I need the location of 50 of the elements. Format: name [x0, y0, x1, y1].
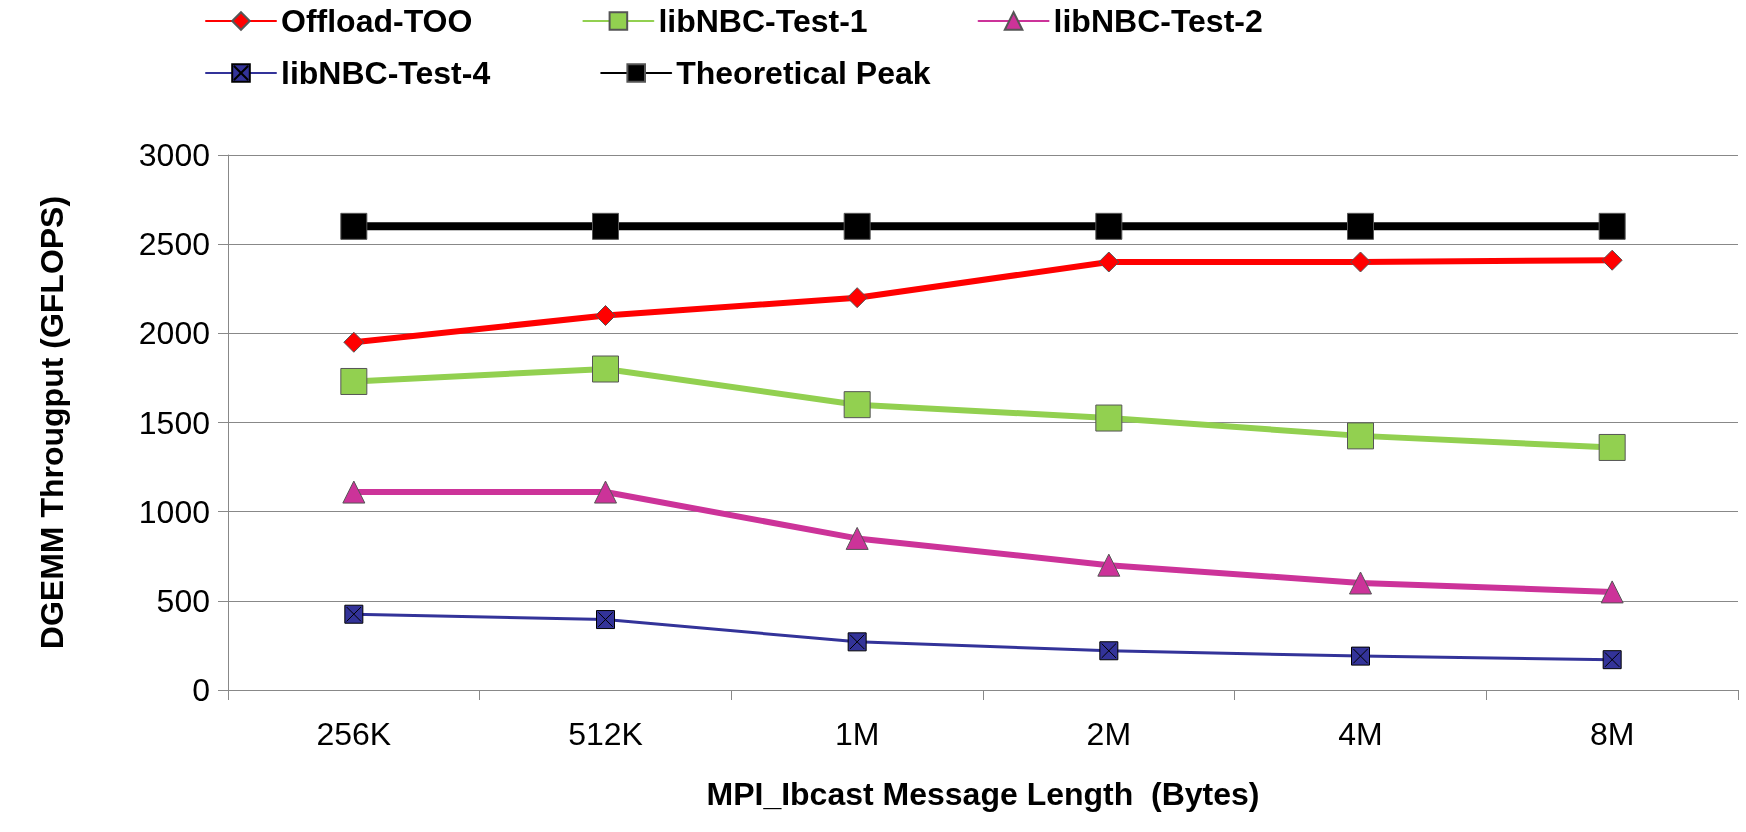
- legend-label: Offload-TOO: [281, 3, 473, 39]
- x-axis-title: MPI_Ibcast Message Length (Bytes): [706, 776, 1260, 812]
- y-tick-label: 0: [192, 672, 210, 708]
- x-tick-label: 8M: [1589, 716, 1635, 752]
- point: [343, 331, 365, 353]
- y-tick-label: 500: [156, 582, 210, 619]
- point: [1350, 251, 1371, 273]
- point: [843, 212, 871, 240]
- point: [1598, 212, 1626, 240]
- point: [342, 480, 366, 504]
- point: [1600, 580, 1624, 604]
- point: [1097, 553, 1121, 577]
- point: [1598, 433, 1626, 461]
- point: [847, 632, 867, 652]
- point: [845, 526, 869, 550]
- point: [595, 305, 616, 326]
- point: [1351, 646, 1370, 666]
- point: [1098, 251, 1120, 273]
- point: [1601, 249, 1623, 271]
- legend-label: libNBC-Test-4: [281, 55, 491, 91]
- legend-label: libNBC-Test-1: [658, 3, 868, 39]
- point: [1095, 404, 1123, 432]
- legend-label: Theoretical Peak: [676, 55, 931, 91]
- x-tick-label: 1M: [834, 716, 880, 752]
- point: [594, 480, 617, 504]
- y-tick-label: 2000: [138, 315, 210, 352]
- point: [340, 367, 368, 395]
- x-tick-label: 2M: [1086, 716, 1132, 752]
- point: [1347, 422, 1374, 450]
- x-tick-label: 512K: [568, 716, 643, 752]
- point: [344, 604, 364, 624]
- point: [843, 391, 871, 419]
- point: [592, 355, 619, 383]
- point: [1095, 212, 1123, 240]
- point: [846, 287, 868, 309]
- point: [340, 212, 368, 240]
- x-tick-label: 4M: [1338, 716, 1383, 752]
- y-tick-label: 3000: [138, 137, 210, 173]
- legend-label: libNBC-Test-2: [1053, 3, 1263, 39]
- point: [1602, 650, 1622, 670]
- y-tick-label: 1500: [138, 404, 210, 441]
- y-axis-title: DGEMM Througput (GFLOPS): [34, 195, 70, 650]
- x-tick-label: 256K: [316, 716, 392, 752]
- point: [596, 610, 615, 630]
- y-tick-label: 1000: [138, 493, 210, 530]
- y-tick-label: 2500: [138, 226, 210, 263]
- point: [1347, 212, 1374, 240]
- point: [592, 212, 619, 240]
- point: [1099, 641, 1119, 661]
- point: [1349, 571, 1372, 595]
